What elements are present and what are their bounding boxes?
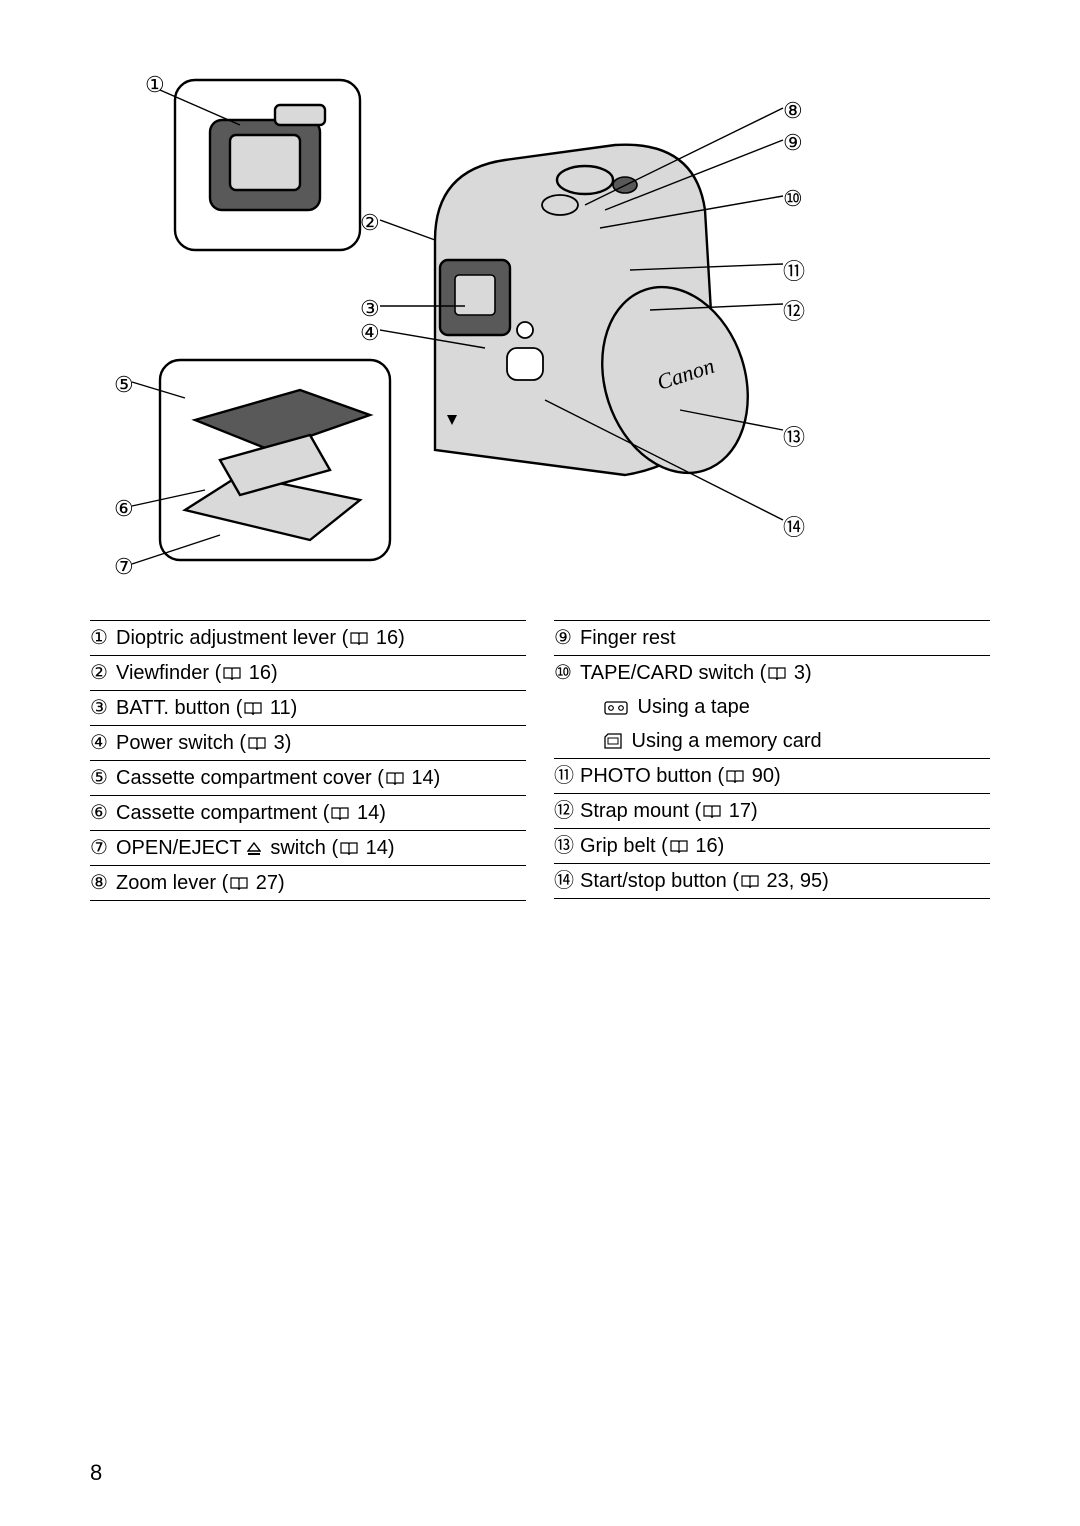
legend-subitem: Using a tape <box>554 690 990 724</box>
legend-item-number: ⑨ <box>554 625 580 652</box>
legend-item-text: Grip belt ( 16) <box>580 833 724 860</box>
legend-item: ①Dioptric adjustment lever ( 16) <box>90 620 526 655</box>
legend-item-text: Dioptric adjustment lever ( 16) <box>116 625 405 652</box>
callout-n14: ⑭ <box>783 510 805 542</box>
legend-item-number: ⑭ <box>554 868 580 895</box>
legend-item-text: Using a memory card <box>604 728 822 755</box>
legend-item-number: ⑩ <box>554 660 580 687</box>
legend-item: ③BATT. button ( 11) <box>90 690 526 725</box>
legend-item-text: Power switch ( 3) <box>116 730 291 757</box>
legend-item: ⑫Strap mount ( 17) <box>554 793 990 828</box>
legend-item-text: Start/stop button ( 23, 95) <box>580 868 829 895</box>
legend-item: ⑩TAPE/CARD switch ( 3) <box>554 655 990 690</box>
legend-item: ⑦OPEN/EJECT switch ( 14) <box>90 830 526 865</box>
legend-item-text: BATT. button ( 11) <box>116 695 297 722</box>
callout-n1: ① <box>145 72 165 98</box>
callout-n9: ⑨ <box>783 130 803 156</box>
legend-item-text: Zoom lever ( 27) <box>116 870 285 897</box>
legend-item-number: ⑧ <box>90 870 116 897</box>
legend-item-number: ② <box>90 660 116 687</box>
legend-item-text: Using a tape <box>604 694 750 721</box>
legend-item: ⑤Cassette compartment cover ( 14) <box>90 760 526 795</box>
callout-n2: ② <box>360 210 380 236</box>
legend-item-number: ⑥ <box>90 800 116 827</box>
callout-n12: ⑫ <box>783 294 805 326</box>
parts-legend: ①Dioptric adjustment lever ( 16)②Viewfin… <box>90 620 990 901</box>
legend-item-text: Cassette compartment cover ( 14) <box>116 765 440 792</box>
legend-item-number: ④ <box>90 730 116 757</box>
diagram-svg: Canon <box>90 60 990 590</box>
legend-item-number: ⑦ <box>90 835 116 862</box>
callout-n6: ⑥ <box>114 496 134 522</box>
legend-item-text: Cassette compartment ( 14) <box>116 800 386 827</box>
callout-n5: ⑤ <box>114 372 134 398</box>
callout-n8: ⑧ <box>783 98 803 124</box>
legend-item-text: Finger rest <box>580 625 676 652</box>
legend-item: ⑬Grip belt ( 16) <box>554 828 990 863</box>
legend-item-number: ⑬ <box>554 833 580 860</box>
legend-item-number: ⑤ <box>90 765 116 792</box>
legend-item: ⑨Finger rest <box>554 620 990 655</box>
legend-item-number: ① <box>90 625 116 652</box>
legend-column-left: ①Dioptric adjustment lever ( 16)②Viewfin… <box>90 620 526 901</box>
page-number: 8 <box>90 1460 102 1486</box>
legend-item-number: ⑫ <box>554 798 580 825</box>
callout-n13: ⑬ <box>783 420 805 452</box>
legend-item: ②Viewfinder ( 16) <box>90 655 526 690</box>
callout-n4: ④ <box>360 320 380 346</box>
legend-item-text: TAPE/CARD switch ( 3) <box>580 660 812 687</box>
callout-n3: ③ <box>360 296 380 322</box>
legend-subitem: Using a memory card <box>554 724 990 758</box>
legend-item: ⑧ Zoom lever ( 27) <box>90 865 526 901</box>
callout-n10: ⑩ <box>783 186 803 212</box>
manual-page: Canon ①②③④⑤⑥⑦⑧⑨⑩⑪⑫⑬⑭ ①Dioptric adjustmen… <box>0 0 1080 1526</box>
legend-item-text: PHOTO button ( 90) <box>580 763 781 790</box>
legend-item-text: OPEN/EJECT switch ( 14) <box>116 835 395 862</box>
callout-n11: ⑪ <box>783 254 805 286</box>
legend-item-number: ③ <box>90 695 116 722</box>
legend-item: ④Power switch ( 3) <box>90 725 526 760</box>
legend-item-text: Viewfinder ( 16) <box>116 660 278 687</box>
legend-item-text: Strap mount ( 17) <box>580 798 758 825</box>
legend-item: ⑪PHOTO button ( 90) <box>554 758 990 793</box>
parts-diagram: Canon ① ② ③④ ⑤ ⑥ ⑦ ⑧ ⑨ ⑩ ⑪ ⑫ ⑬ ⑭ <box>90 60 990 590</box>
legend-column-right: ⑨Finger rest⑩TAPE/CARD switch ( 3) Using… <box>554 620 990 901</box>
legend-item-number: ⑪ <box>554 763 580 790</box>
callout-n7: ⑦ <box>114 554 134 580</box>
legend-item: ⑭Start/stop button ( 23, 95) <box>554 863 990 899</box>
legend-item: ⑥Cassette compartment ( 14) <box>90 795 526 830</box>
